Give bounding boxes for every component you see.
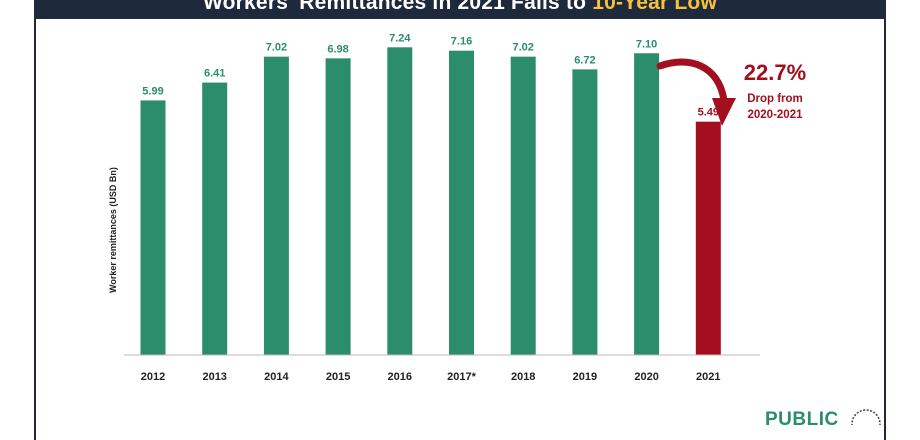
bar-2020 (634, 53, 660, 355)
seal-icon (851, 409, 881, 425)
x-tick-label: 2018 (511, 371, 535, 383)
value-label: 7.24 (389, 32, 411, 44)
x-tick-label: 2014 (264, 371, 289, 383)
x-tick-label: 2021 (696, 371, 720, 383)
x-tick-label: 2020 (634, 371, 658, 383)
bar-2014 (263, 56, 289, 356)
logo-text: PUBLIC (765, 409, 839, 430)
x-tick-label: 2019 (573, 371, 597, 383)
chart-title: Workers' Remittances in 2021 Falls to 10… (34, 0, 886, 15)
value-label: 6.98 (327, 43, 348, 55)
bar-chart: 5.99 6.41 7.02 6.98 7.24 7.16 7.02 6.72 7.10 5.49… (108, 32, 881, 425)
bar-2017 (449, 50, 474, 355)
x-tick-labels-group: 2012 2013 2014 2015 2016 2017* 2018 2019 2020 202… (141, 371, 721, 383)
bar-2019 (572, 69, 598, 356)
x-tick-label: 2013 (202, 371, 226, 383)
chart-title-prefix: Workers' Remittances in 2021 Falls to (203, 0, 593, 14)
bar-2021 (695, 121, 721, 355)
value-label: 5.49 (698, 107, 719, 119)
y-axis-label: Worker remittances (USD Bn) (108, 167, 118, 293)
title-bar: Workers' Remittances in 2021 Falls to 10… (34, 0, 886, 19)
value-label: 6.72 (574, 54, 595, 66)
infographic-frame (34, 0, 886, 440)
bar-2012 (140, 100, 166, 355)
x-tick-label: 2016 (388, 371, 412, 383)
arrow-head-icon (712, 98, 736, 126)
bar-2016 (387, 47, 413, 356)
value-label: 7.02 (512, 42, 533, 54)
bar-2018 (510, 56, 536, 356)
bars-group (140, 47, 721, 356)
value-label: 7.02 (266, 42, 287, 54)
value-labels-group: 5.99 6.41 7.02 6.98 7.24 7.16 7.02 6.72 7.10 5.49 (142, 32, 719, 118)
curved-arrow-icon (656, 58, 728, 104)
x-tick-label: 2017* (447, 371, 476, 383)
x-tick-label: 2015 (326, 371, 350, 383)
value-label: 7.16 (451, 36, 472, 48)
chart-title-highlight: 10-Year Low (592, 0, 717, 14)
value-label: 5.99 (142, 85, 163, 97)
bar-2015 (325, 58, 351, 355)
value-label: 6.41 (204, 68, 225, 80)
bar-2013 (202, 82, 228, 355)
callout-line-1: Drop from (747, 93, 803, 105)
callout-percent: 22.7% (744, 60, 806, 85)
value-label: 7.10 (636, 38, 657, 50)
x-tick-label: 2012 (141, 371, 165, 383)
callout-line-2: 2020-2021 (748, 109, 804, 121)
